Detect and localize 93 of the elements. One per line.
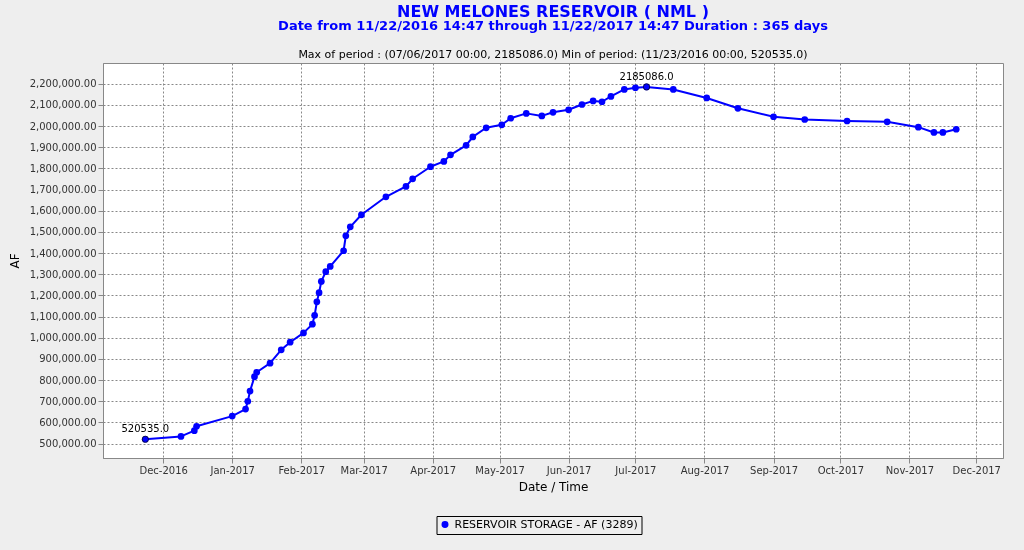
point <box>326 263 334 270</box>
point <box>589 97 597 105</box>
y-tick-label: 2,200,000.00 <box>29 78 97 90</box>
x-tick-label: Dec-2016 <box>139 464 188 476</box>
point <box>340 247 347 255</box>
point <box>427 163 434 171</box>
point <box>565 106 572 114</box>
y-tick-label: 1,700,000.00 <box>29 184 97 196</box>
y-tick-label: 800,000.00 <box>39 374 97 386</box>
x-tick-label: Sep-2017 <box>750 464 798 476</box>
text: Max of period : (07/06/2017 00:00, 2185086.0) Min of period: (11/23/2016 00:00, 520535.0) <box>298 48 808 61</box>
x-tick-label: Nov-2017 <box>885 464 935 476</box>
y-tick-label: 500,000.00 <box>39 438 97 450</box>
point <box>358 211 365 219</box>
point <box>578 101 586 108</box>
x-tick-label: Apr-2017 <box>410 464 457 476</box>
annotation: 2185086.0 <box>619 70 674 82</box>
point <box>549 108 557 116</box>
point <box>309 320 316 328</box>
point <box>266 359 274 367</box>
point <box>311 311 318 319</box>
point <box>669 86 677 93</box>
x-axis-title: Date / Time <box>518 479 589 494</box>
x-tick-label: Jul-2017 <box>614 464 657 476</box>
point <box>462 142 470 149</box>
annotation: 520535.0 <box>121 423 170 435</box>
point <box>734 104 742 112</box>
x-tick-label: Feb-2017 <box>278 464 326 476</box>
point <box>883 118 891 126</box>
point <box>843 117 851 125</box>
x-tick-label: Aug-2017 <box>680 464 730 476</box>
y-tick-label: 1,000,000.00 <box>29 332 97 344</box>
x-tick-label: Mar-2017 <box>340 464 388 476</box>
point <box>193 422 200 430</box>
y-tick-label: 1,400,000.00 <box>29 247 97 259</box>
point <box>620 86 628 93</box>
y-tick-label: 1,800,000.00 <box>29 162 97 174</box>
y-tick-label: 1,500,000.00 <box>29 226 97 238</box>
point <box>315 289 323 297</box>
point <box>228 412 236 420</box>
point <box>522 110 530 117</box>
point <box>402 183 410 190</box>
point <box>952 125 960 133</box>
y-tick-label: 1,300,000.00 <box>29 268 97 280</box>
y-tick-label: 1,200,000.00 <box>29 289 97 301</box>
point <box>482 124 490 132</box>
x-tick-label: Oct-2017 <box>817 464 865 476</box>
point <box>346 223 354 231</box>
chart-title: NEW MELONES RESERVOIR ( NML ) <box>397 2 709 21</box>
point <box>300 329 307 337</box>
point <box>177 433 185 440</box>
point <box>801 116 809 123</box>
point <box>469 133 477 141</box>
point <box>342 232 350 240</box>
point <box>246 387 254 395</box>
point <box>507 114 515 122</box>
x-tick-label: Jun-2017 <box>545 464 592 476</box>
point <box>317 278 325 285</box>
point <box>277 346 285 354</box>
point <box>253 368 261 376</box>
y-tick-label: 900,000.00 <box>39 353 97 365</box>
point <box>447 151 454 159</box>
y-tick-label: 1,100,000.00 <box>29 311 97 323</box>
point <box>322 268 330 276</box>
y-tick-label: 1,600,000.00 <box>29 205 97 217</box>
point <box>930 129 938 136</box>
point <box>313 298 321 306</box>
y-tick-label: 2,100,000.00 <box>29 99 97 111</box>
y-axis-title: AF <box>7 253 22 269</box>
x-tick-label: Dec-2017 <box>952 464 1001 476</box>
point <box>914 123 922 131</box>
point <box>244 397 252 405</box>
point <box>382 193 390 201</box>
y-tick-label: 1,900,000.00 <box>29 141 97 153</box>
y-tick-label: 600,000.00 <box>39 416 97 428</box>
chart-subtitle: Date from 11/22/2016 14:47 through 11/22/2017 14:47 Duration : 365 days <box>278 18 829 33</box>
point <box>598 98 606 106</box>
point <box>607 93 615 100</box>
x-tick-label: Jan-2017 <box>209 464 255 476</box>
y-tick-label: 700,000.00 <box>39 395 97 407</box>
point <box>409 175 417 183</box>
point <box>242 405 249 413</box>
point <box>498 121 506 129</box>
point <box>632 84 639 92</box>
point <box>440 158 448 165</box>
point <box>770 113 777 121</box>
point <box>538 112 546 120</box>
y-tick-label: 2,000,000.00 <box>29 120 97 132</box>
point <box>939 129 947 136</box>
legend-label: RESERVOIR STORAGE - AF (3289) <box>454 517 638 531</box>
point <box>703 94 711 102</box>
x-tick-label: May-2017 <box>475 464 525 476</box>
point <box>286 338 294 346</box>
